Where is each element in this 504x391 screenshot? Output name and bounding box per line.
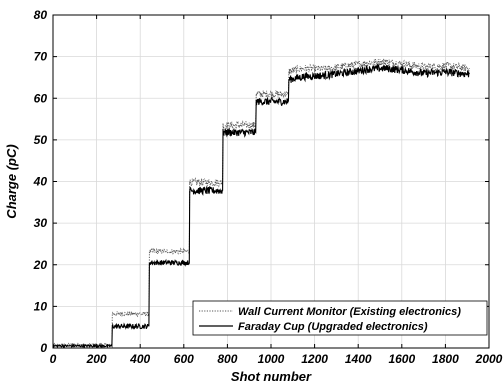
x-tick-label: 0 bbox=[50, 352, 57, 366]
y-tick-label: 80 bbox=[34, 8, 48, 22]
x-tick-label: 1600 bbox=[388, 352, 415, 366]
x-tick-label: 1000 bbox=[258, 352, 285, 366]
y-tick-label: 50 bbox=[34, 133, 48, 147]
series-line-wall-current-monitor bbox=[52, 57, 470, 348]
x-axis-label: Shot number bbox=[231, 369, 312, 384]
x-tick-label: 600 bbox=[174, 352, 194, 366]
x-tick-label: 1200 bbox=[301, 352, 328, 366]
plot-lines bbox=[52, 57, 470, 349]
y-tick-label: 60 bbox=[34, 91, 48, 105]
x-tick-label: 400 bbox=[129, 352, 150, 366]
y-axis-label: Charge (pC) bbox=[4, 144, 19, 218]
y-tick-label: 70 bbox=[34, 50, 48, 64]
axis-tick-labels: 0 200 400 600 800 1000 1200 1400 1600 1800 2000 0 10… bbox=[33, 8, 503, 366]
y-tick-label: 40 bbox=[33, 175, 48, 189]
legend-box bbox=[192, 300, 488, 336]
y-tick-label: 10 bbox=[34, 299, 48, 313]
y-tick-label: 0 bbox=[40, 341, 47, 355]
x-tick-label: 2000 bbox=[475, 352, 503, 366]
x-tick-label: 1400 bbox=[345, 352, 372, 366]
axis-ticks bbox=[52, 14, 490, 349]
x-tick-label: 800 bbox=[217, 352, 237, 366]
y-tick-label: 20 bbox=[33, 258, 48, 272]
x-tick-label: 200 bbox=[86, 352, 107, 366]
x-tick-label: 1800 bbox=[432, 352, 459, 366]
legend: Wall Current Monitor (Existing electroni… bbox=[192, 300, 488, 336]
legend-label-wall-current-monitor: Wall Current Monitor (Existing electroni… bbox=[238, 306, 461, 318]
legend-label-faraday-cup: Faraday Cup (Upgraded electronics) bbox=[238, 321, 428, 333]
y-tick-label: 30 bbox=[34, 216, 48, 230]
series-line-faraday-cup bbox=[52, 63, 470, 349]
